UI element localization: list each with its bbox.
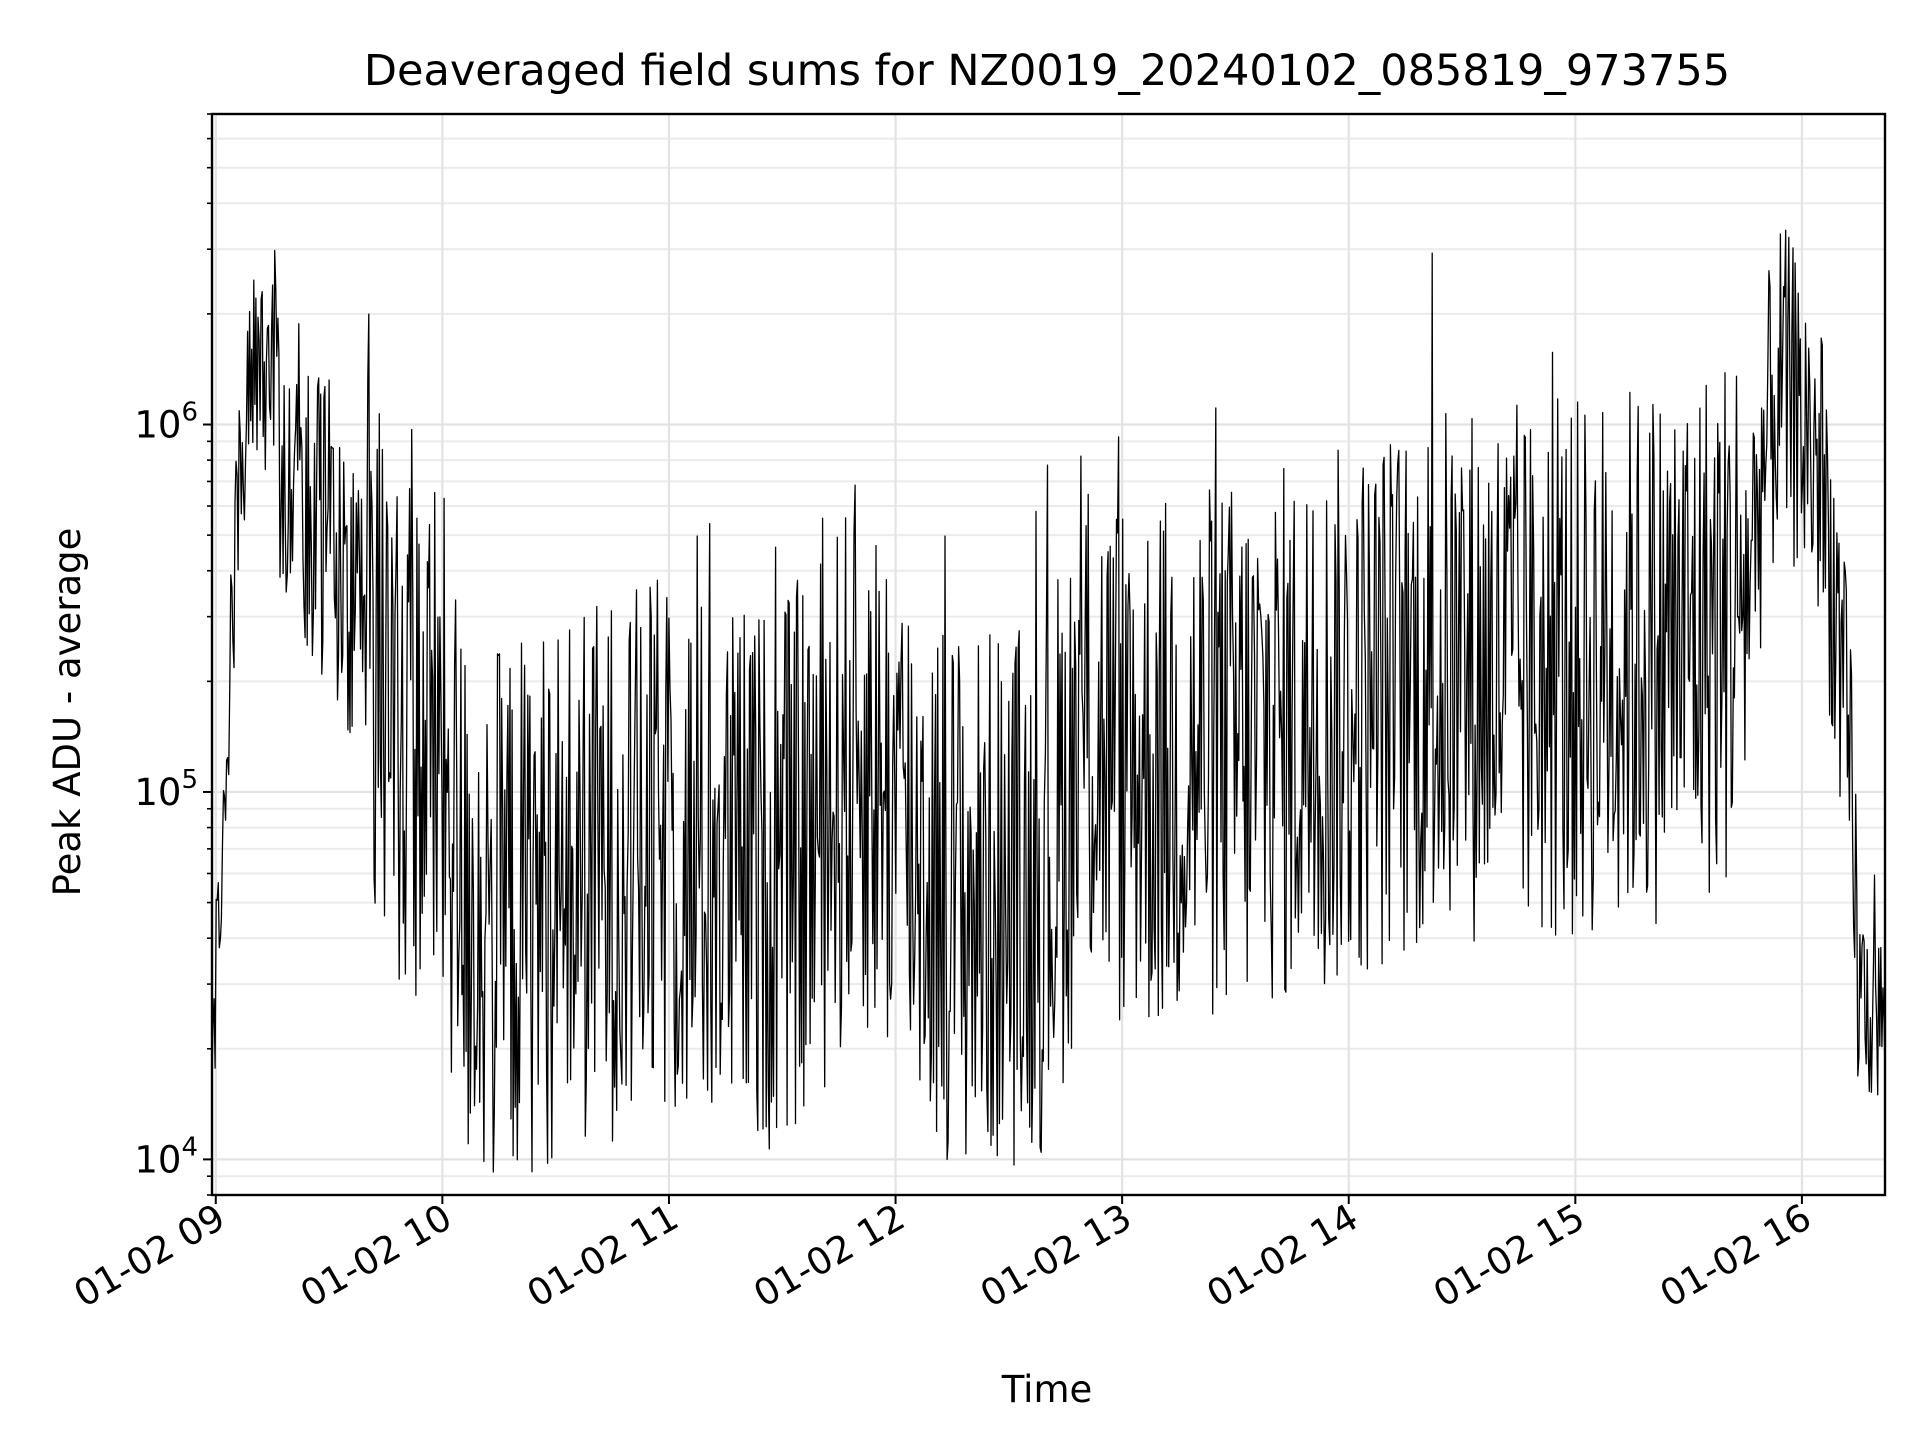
y-axis-label: Peak ADU - average	[46, 528, 89, 897]
x-tick-label: 01-02 11	[520, 1196, 686, 1316]
x-tick-label: 01-02 13	[973, 1196, 1139, 1316]
plot-frame	[210, 112, 1887, 1197]
y-tick-label: 104	[134, 1132, 198, 1181]
y-tick-label: 106	[134, 398, 198, 447]
x-tick-label: 01-02 12	[746, 1196, 912, 1316]
y-tick-label: 105	[134, 765, 198, 814]
x-axis-label: Time	[1001, 1368, 1093, 1411]
x-tick-label: 01-02 10	[293, 1196, 459, 1316]
y-axis: 104 105 106	[134, 113, 212, 1196]
x-tick-label: 01-02 09	[67, 1196, 233, 1316]
chart-title: Deaveraged field sums for NZ0019_2024010…	[364, 46, 1730, 96]
x-tick-label: 01-02 16	[1653, 1196, 1819, 1316]
x-tick-label: 01-02 15	[1426, 1196, 1592, 1316]
x-tick-label: 01-02 14	[1200, 1196, 1366, 1316]
series-layer	[211, 229, 1886, 1173]
x-axis: 01-02 09 01-02 10 01-02 11 01-02 12 01-02 13…	[67, 1195, 1819, 1316]
series-line	[211, 229, 1886, 1173]
